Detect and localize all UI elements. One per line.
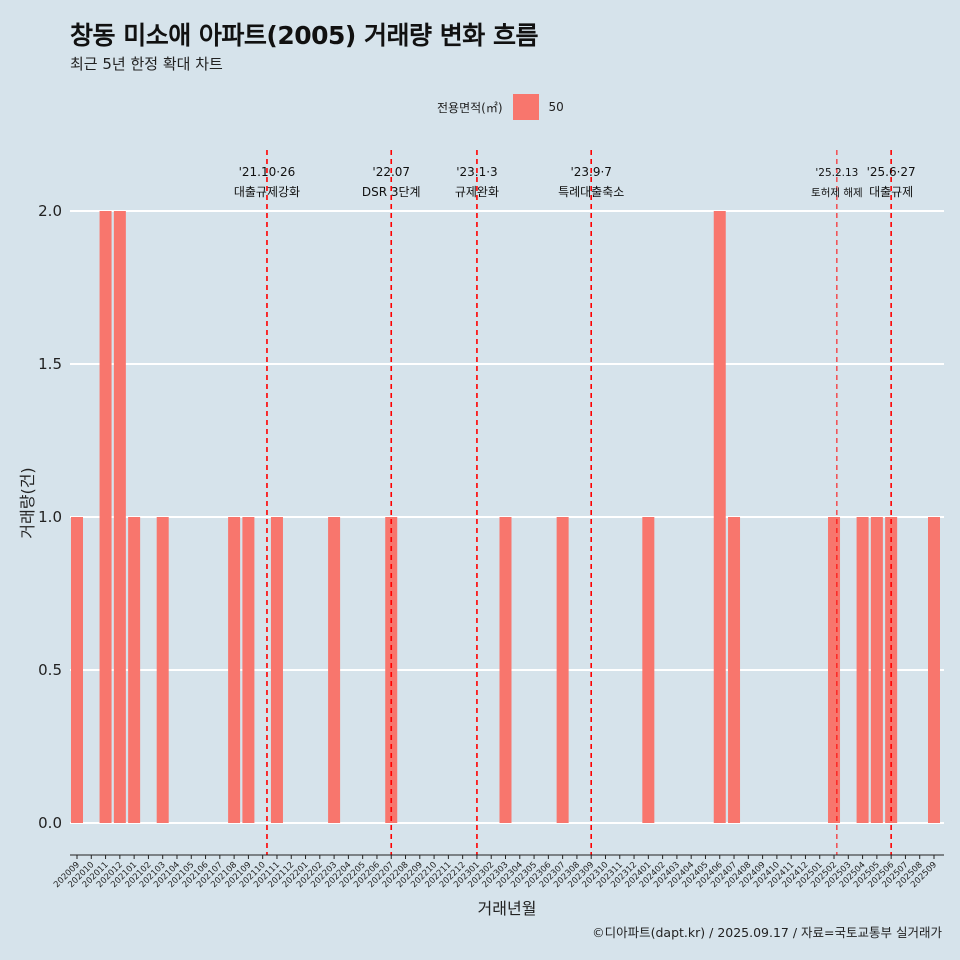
event-date-label: '23.1·3 [456,165,497,179]
bar [156,517,169,823]
legend: 전용면적(㎡) 50 [437,94,564,120]
legend-label: 50 [548,100,564,114]
bar [113,211,126,823]
bar [928,517,940,823]
bar [270,517,283,823]
bar [385,517,398,823]
bar [556,517,569,823]
bar [856,517,869,823]
bar [499,517,512,823]
event-desc-label: 특례대출축소 [558,185,624,199]
y-tick-label: 0.0 [38,814,62,832]
bar [228,517,241,823]
event-desc-label: 대출규제강화 [234,185,300,199]
event-desc-label: 대출규제 [869,185,913,199]
chart-title: 창동 미소애 아파트(2005) 거래량 변화 흐름 [70,21,538,50]
y-tick-label: 1.0 [38,508,62,526]
bar [870,517,883,823]
event-desc-label: DSR 3단계 [362,185,421,199]
event-date-label: '25.2.13 [815,167,858,179]
bar [713,211,726,823]
bar [328,517,341,823]
bar [99,211,112,823]
event-desc-label: 규제완화 [455,185,499,199]
x-axis-title: 거래년월 [478,899,537,918]
bar [242,517,255,823]
event-date-label: '22.07 [372,165,410,179]
bar [128,517,141,823]
legend-swatch [512,94,539,120]
y-tick-label: 2.0 [38,202,62,220]
bar [828,517,841,823]
event-date-label: '23.9·7 [570,165,611,179]
bar [885,517,898,823]
legend-title: 전용면적(㎡) [437,100,503,115]
y-tick-label: 1.5 [38,355,62,373]
source-caption: ©디아파트(dapt.kr) / 2025.09.17 / 자료=국토교통부 실… [592,925,942,940]
y-tick-label: 0.5 [38,661,62,679]
event-desc-label: 토허제 해제 [811,186,863,199]
event-date-label: '25.6·27 [867,165,916,179]
chart-subtitle: 최근 5년 한정 확대 차트 [70,55,223,73]
bar [728,517,741,823]
y-axis-title: 거래량(건) [18,467,37,538]
event-date-label: '21.10·26 [239,165,296,179]
bar [642,517,655,823]
bar [71,517,83,823]
